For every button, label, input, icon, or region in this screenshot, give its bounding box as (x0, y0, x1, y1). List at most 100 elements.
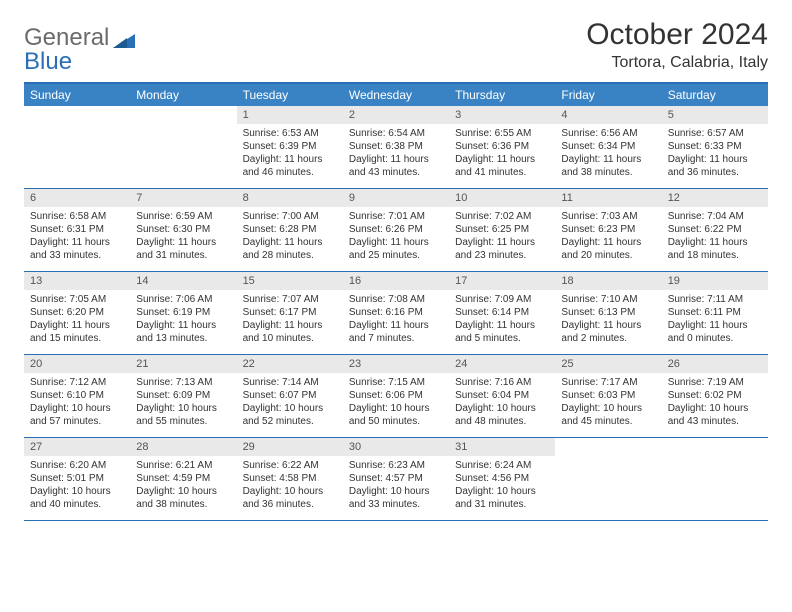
sunrise-text: Sunrise: 6:55 AM (455, 127, 549, 140)
sunset-text: Sunset: 6:11 PM (668, 306, 762, 319)
day-number: 8 (237, 189, 343, 207)
sunset-text: Sunset: 6:19 PM (136, 306, 230, 319)
header: General October 2024 Tortora, Calabria, … (24, 18, 768, 72)
day-body: Sunrise: 7:08 AMSunset: 6:16 PMDaylight:… (343, 290, 449, 351)
daylight-text: Daylight: 10 hours and 43 minutes. (668, 402, 762, 428)
day-number: 25 (555, 355, 661, 373)
sunrise-text: Sunrise: 7:19 AM (668, 376, 762, 389)
daylight-text: Daylight: 10 hours and 55 minutes. (136, 402, 230, 428)
day-cell: 29Sunrise: 6:22 AMSunset: 4:58 PMDayligh… (237, 438, 343, 520)
day-body: Sunrise: 7:13 AMSunset: 6:09 PMDaylight:… (130, 373, 236, 434)
day-cell: 26 Sunrise: 7:19 AMSunset: 6:02 PMDayligh… (662, 355, 768, 437)
day-header-sat: Saturday (662, 84, 768, 106)
day-number: 22 (237, 355, 343, 373)
logo-triangle-icon (113, 30, 135, 48)
day-cell: 9Sunrise: 7:01 AMSunset: 6:26 PMDaylight… (343, 189, 449, 271)
sunset-text: Sunset: 6:39 PM (243, 140, 337, 153)
sunrise-text: Sunrise: 6:54 AM (349, 127, 443, 140)
day-body: Sunrise: 6:21 AMSunset: 4:59 PMDaylight:… (130, 456, 236, 517)
sunset-text: Sunset: 6:36 PM (455, 140, 549, 153)
day-cell: 24Sunrise: 7:16 AMSunset: 6:04 PMDayligh… (449, 355, 555, 437)
daylight-text: Daylight: 11 hours and 7 minutes. (349, 319, 443, 345)
daylight-text: Daylight: 11 hours and 13 minutes. (136, 319, 230, 345)
daylight-text: Daylight: 10 hours and 38 minutes. (136, 485, 230, 511)
daylight-text: Daylight: 11 hours and 25 minutes. (349, 236, 443, 262)
sunset-text: Sunset: 6:33 PM (668, 140, 762, 153)
week-row: 1Sunrise: 6:53 AMSunset: 6:39 PMDaylight… (24, 106, 768, 189)
day-cell: 15Sunrise: 7:07 AMSunset: 6:17 PMDayligh… (237, 272, 343, 354)
sunrise-text: Sunrise: 7:05 AM (30, 293, 124, 306)
day-cell: 5Sunrise: 6:57 AMSunset: 6:33 PMDaylight… (662, 106, 768, 188)
sunrise-text: Sunrise: 7:00 AM (243, 210, 337, 223)
day-body: Sunrise: 6:22 AMSunset: 4:58 PMDaylight:… (237, 456, 343, 517)
sunrise-text: Sunrise: 7:17 AM (561, 376, 655, 389)
daylight-text: Daylight: 11 hours and 2 minutes. (561, 319, 655, 345)
sunrise-text: Sunrise: 6:24 AM (455, 459, 549, 472)
sunrise-text: Sunrise: 7:08 AM (349, 293, 443, 306)
location: Tortora, Calabria, Italy (586, 54, 768, 72)
day-body: Sunrise: 6:57 AMSunset: 6:33 PMDaylight:… (662, 124, 768, 185)
daylight-text: Daylight: 11 hours and 23 minutes. (455, 236, 549, 262)
week-row: 20Sunrise: 7:12 AMSunset: 6:10 PMDayligh… (24, 355, 768, 438)
sunset-text: Sunset: 6:02 PM (668, 389, 762, 402)
daylight-text: Daylight: 10 hours and 40 minutes. (30, 485, 124, 511)
day-cell: 25 Sunrise: 7:17 AMSunset: 6:03 PMDayligh… (555, 355, 661, 437)
daylight-text: Daylight: 11 hours and 43 minutes. (349, 153, 443, 179)
day-number: 27 (24, 438, 130, 456)
day-cell: 4Sunrise: 6:56 AMSunset: 6:34 PMDaylight… (555, 106, 661, 188)
day-number: 20 (24, 355, 130, 373)
week-row: 6Sunrise: 6:58 AMSunset: 6:31 PMDaylight… (24, 189, 768, 272)
sunrise-text: Sunrise: 7:14 AM (243, 376, 337, 389)
day-header-tue: Tuesday (237, 84, 343, 106)
weeks-container: 1Sunrise: 6:53 AMSunset: 6:39 PMDaylight… (24, 106, 768, 521)
daylight-text: Daylight: 11 hours and 33 minutes. (30, 236, 124, 262)
day-cell (662, 438, 768, 520)
sunset-text: Sunset: 6:28 PM (243, 223, 337, 236)
day-body: Sunrise: 7:07 AMSunset: 6:17 PMDaylight:… (237, 290, 343, 351)
sunset-text: Sunset: 6:38 PM (349, 140, 443, 153)
sunrise-text: Sunrise: 6:56 AM (561, 127, 655, 140)
day-number: 5 (662, 106, 768, 124)
day-cell: 1Sunrise: 6:53 AMSunset: 6:39 PMDaylight… (237, 106, 343, 188)
week-row: 27Sunrise: 6:20 AMSunset: 5:01 PMDayligh… (24, 438, 768, 521)
sunrise-text: Sunrise: 7:02 AM (455, 210, 549, 223)
daylight-text: Daylight: 11 hours and 15 minutes. (30, 319, 124, 345)
sunrise-text: Sunrise: 7:16 AM (455, 376, 549, 389)
day-number: 18 (555, 272, 661, 290)
sunset-text: Sunset: 6:31 PM (30, 223, 124, 236)
sunset-text: Sunset: 6:04 PM (455, 389, 549, 402)
day-body: Sunrise: 7:04 AMSunset: 6:22 PMDaylight:… (662, 207, 768, 268)
day-cell: 19Sunrise: 7:11 AMSunset: 6:11 PMDayligh… (662, 272, 768, 354)
day-body: Sunrise: 7:09 AMSunset: 6:14 PMDaylight:… (449, 290, 555, 351)
day-number: 13 (24, 272, 130, 290)
sunset-text: Sunset: 6:22 PM (668, 223, 762, 236)
day-number: 9 (343, 189, 449, 207)
sunrise-text: Sunrise: 6:22 AM (243, 459, 337, 472)
daylight-text: Daylight: 11 hours and 36 minutes. (668, 153, 762, 179)
sunset-text: Sunset: 6:09 PM (136, 389, 230, 402)
sunset-text: Sunset: 4:58 PM (243, 472, 337, 485)
daylight-text: Daylight: 10 hours and 52 minutes. (243, 402, 337, 428)
sunset-text: Sunset: 4:56 PM (455, 472, 549, 485)
daylight-text: Daylight: 10 hours and 45 minutes. (561, 402, 655, 428)
daylight-text: Daylight: 11 hours and 20 minutes. (561, 236, 655, 262)
day-number: 26 (662, 355, 768, 373)
daylight-text: Daylight: 10 hours and 48 minutes. (455, 402, 549, 428)
sunset-text: Sunset: 6:14 PM (455, 306, 549, 319)
daylight-text: Daylight: 10 hours and 31 minutes. (455, 485, 549, 511)
day-cell (555, 438, 661, 520)
sunrise-text: Sunrise: 7:06 AM (136, 293, 230, 306)
day-number: 6 (24, 189, 130, 207)
sunrise-text: Sunrise: 7:11 AM (668, 293, 762, 306)
daylight-text: Daylight: 11 hours and 46 minutes. (243, 153, 337, 179)
day-number: 19 (662, 272, 768, 290)
sunset-text: Sunset: 6:03 PM (561, 389, 655, 402)
logo-text-blue: Blue (24, 48, 72, 75)
sunrise-text: Sunrise: 7:03 AM (561, 210, 655, 223)
day-body: Sunrise: 6:20 AMSunset: 5:01 PMDaylight:… (24, 456, 130, 517)
day-number: 29 (237, 438, 343, 456)
day-header-sun: Sunday (24, 84, 130, 106)
day-body: Sunrise: 7:12 AMSunset: 6:10 PMDaylight:… (24, 373, 130, 434)
day-number: 23 (343, 355, 449, 373)
day-number: 12 (662, 189, 768, 207)
